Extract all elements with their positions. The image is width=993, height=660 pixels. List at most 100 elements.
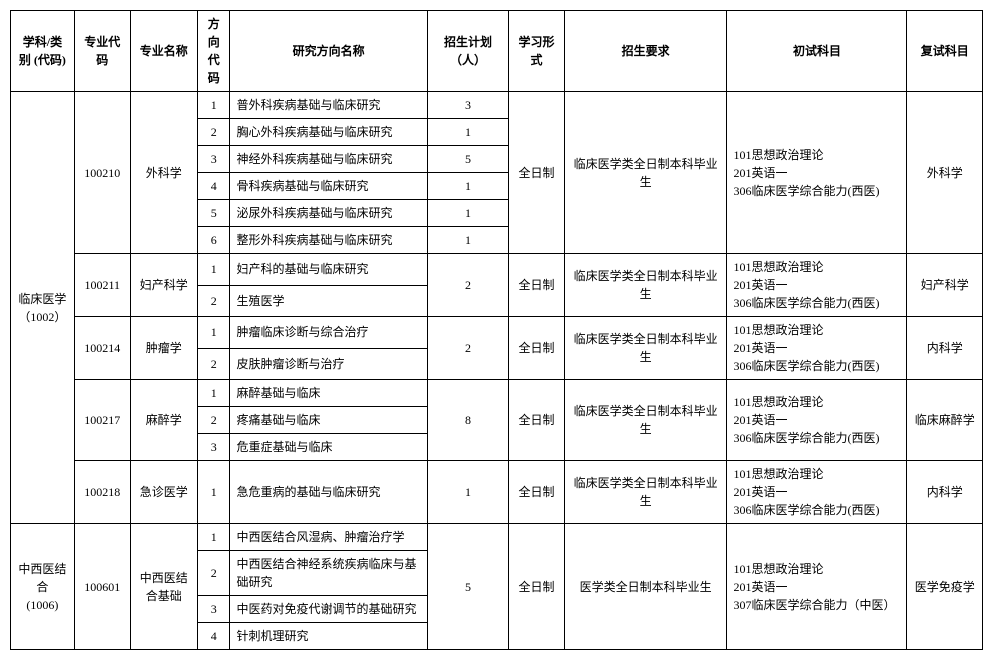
- header-dircode: 方向 代码: [197, 11, 230, 92]
- reexam-cell: 临床麻醉学: [907, 380, 983, 461]
- direction-code-cell: 4: [197, 173, 230, 200]
- direction-name-cell: 麻醉基础与临床: [230, 380, 427, 407]
- studymode-cell: 全日制: [509, 254, 565, 317]
- direction-code-cell: 2: [197, 407, 230, 434]
- prelim-cell: 101思想政治理论201英语一307临床医学综合能力（中医）: [727, 524, 907, 650]
- plan-cell: 8: [427, 380, 508, 461]
- admissions-table: 学科/类别 (代码) 专业代码 专业名称 方向 代码 研究方向名称 招生计划（人…: [10, 10, 983, 650]
- header-plan: 招生计划（人）: [427, 11, 508, 92]
- reexam-cell: 内科学: [907, 317, 983, 380]
- plan-cell: 1: [427, 461, 508, 524]
- reexam-cell: 外科学: [907, 92, 983, 254]
- major-name-cell: 麻醉学: [130, 380, 197, 461]
- direction-code-cell: 2: [197, 285, 230, 317]
- direction-code-cell: 2: [197, 348, 230, 380]
- prelim-cell: 101思想政治理论201英语一306临床医学综合能力(西医): [727, 380, 907, 461]
- direction-code-cell: 4: [197, 623, 230, 650]
- plan-cell: 2: [427, 254, 508, 317]
- plan-cell: 3: [427, 92, 508, 119]
- header-reexam: 复试科目: [907, 11, 983, 92]
- direction-code-cell: 3: [197, 596, 230, 623]
- direction-name-cell: 皮肤肿瘤诊断与治疗: [230, 348, 427, 380]
- major-code-cell: 100211: [74, 254, 130, 317]
- major-code-cell: 100210: [74, 92, 130, 254]
- direction-code-cell: 2: [197, 551, 230, 596]
- major-name-cell: 急诊医学: [130, 461, 197, 524]
- direction-name-cell: 骨科疾病基础与临床研究: [230, 173, 427, 200]
- plan-cell: 5: [427, 524, 508, 650]
- direction-code-cell: 6: [197, 227, 230, 254]
- direction-name-cell: 急危重病的基础与临床研究: [230, 461, 427, 524]
- direction-name-cell: 中西医结合风湿病、肿瘤治疗学: [230, 524, 427, 551]
- direction-code-cell: 5: [197, 200, 230, 227]
- plan-cell: 1: [427, 119, 508, 146]
- header-majorname: 专业名称: [130, 11, 197, 92]
- major-code-cell: 100601: [74, 524, 130, 650]
- requirements-cell: 临床医学类全日制本科毕业生: [564, 92, 727, 254]
- direction-name-cell: 中医药对免疫代谢调节的基础研究: [230, 596, 427, 623]
- direction-code-cell: 3: [197, 146, 230, 173]
- direction-code-cell: 1: [197, 524, 230, 551]
- direction-name-cell: 整形外科疾病基础与临床研究: [230, 227, 427, 254]
- direction-name-cell: 妇产科的基础与临床研究: [230, 254, 427, 286]
- plan-cell: 2: [427, 317, 508, 380]
- prelim-cell: 101思想政治理论201英语一306临床医学综合能力(西医): [727, 254, 907, 317]
- requirements-cell: 临床医学类全日制本科毕业生: [564, 317, 727, 380]
- table-header-row: 学科/类别 (代码) 专业代码 专业名称 方向 代码 研究方向名称 招生计划（人…: [11, 11, 983, 92]
- table-row: 100214肿瘤学1肿瘤临床诊断与综合治疗2全日制临床医学类全日制本科毕业生10…: [11, 317, 983, 349]
- direction-name-cell: 针刺机理研究: [230, 623, 427, 650]
- direction-name-cell: 胸心外科疾病基础与临床研究: [230, 119, 427, 146]
- direction-code-cell: 1: [197, 461, 230, 524]
- major-name-cell: 中西医结合基础: [130, 524, 197, 650]
- direction-name-cell: 肿瘤临床诊断与综合治疗: [230, 317, 427, 349]
- major-code-cell: 100218: [74, 461, 130, 524]
- table-row: 100217麻醉学1麻醉基础与临床8全日制临床医学类全日制本科毕业生101思想政…: [11, 380, 983, 407]
- header-requirements: 招生要求: [564, 11, 727, 92]
- direction-name-cell: 危重症基础与临床: [230, 434, 427, 461]
- plan-cell: 1: [427, 173, 508, 200]
- studymode-cell: 全日制: [509, 461, 565, 524]
- direction-name-cell: 中西医结合神经系统疾病临床与基础研究: [230, 551, 427, 596]
- studymode-cell: 全日制: [509, 92, 565, 254]
- header-majorcode: 专业代码: [74, 11, 130, 92]
- prelim-cell: 101思想政治理论201英语一306临床医学综合能力(西医): [727, 461, 907, 524]
- requirements-cell: 临床医学类全日制本科毕业生: [564, 254, 727, 317]
- studymode-cell: 全日制: [509, 317, 565, 380]
- table-row: 临床医学（1002）100210外科学1普外科疾病基础与临床研究3全日制临床医学…: [11, 92, 983, 119]
- direction-code-cell: 1: [197, 92, 230, 119]
- direction-code-cell: 3: [197, 434, 230, 461]
- major-name-cell: 妇产科学: [130, 254, 197, 317]
- reexam-cell: 内科学: [907, 461, 983, 524]
- reexam-cell: 妇产科学: [907, 254, 983, 317]
- table-row: 中西医结合(1006)100601中西医结合基础1中西医结合风湿病、肿瘤治疗学5…: [11, 524, 983, 551]
- studymode-cell: 全日制: [509, 380, 565, 461]
- direction-name-cell: 泌尿外科疾病基础与临床研究: [230, 200, 427, 227]
- header-prelim: 初试科目: [727, 11, 907, 92]
- direction-code-cell: 1: [197, 317, 230, 349]
- requirements-cell: 医学类全日制本科毕业生: [564, 524, 727, 650]
- discipline-cell: 中西医结合(1006): [11, 524, 75, 650]
- prelim-cell: 101思想政治理论201英语一306临床医学综合能力(西医): [727, 317, 907, 380]
- discipline-cell: 临床医学（1002）: [11, 92, 75, 524]
- plan-cell: 1: [427, 200, 508, 227]
- header-dirname: 研究方向名称: [230, 11, 427, 92]
- table-row: 100218急诊医学1急危重病的基础与临床研究1全日制临床医学类全日制本科毕业生…: [11, 461, 983, 524]
- direction-code-cell: 1: [197, 254, 230, 286]
- plan-cell: 5: [427, 146, 508, 173]
- header-studymode: 学习形式: [509, 11, 565, 92]
- reexam-cell: 医学免疫学: [907, 524, 983, 650]
- direction-name-cell: 疼痛基础与临床: [230, 407, 427, 434]
- major-code-cell: 100214: [74, 317, 130, 380]
- direction-code-cell: 1: [197, 380, 230, 407]
- prelim-cell: 101思想政治理论201英语一306临床医学综合能力(西医): [727, 92, 907, 254]
- direction-code-cell: 2: [197, 119, 230, 146]
- major-name-cell: 外科学: [130, 92, 197, 254]
- studymode-cell: 全日制: [509, 524, 565, 650]
- header-discipline: 学科/类别 (代码): [11, 11, 75, 92]
- plan-cell: 1: [427, 227, 508, 254]
- direction-name-cell: 生殖医学: [230, 285, 427, 317]
- requirements-cell: 临床医学类全日制本科毕业生: [564, 461, 727, 524]
- table-row: 100211妇产科学1妇产科的基础与临床研究2全日制临床医学类全日制本科毕业生1…: [11, 254, 983, 286]
- major-code-cell: 100217: [74, 380, 130, 461]
- major-name-cell: 肿瘤学: [130, 317, 197, 380]
